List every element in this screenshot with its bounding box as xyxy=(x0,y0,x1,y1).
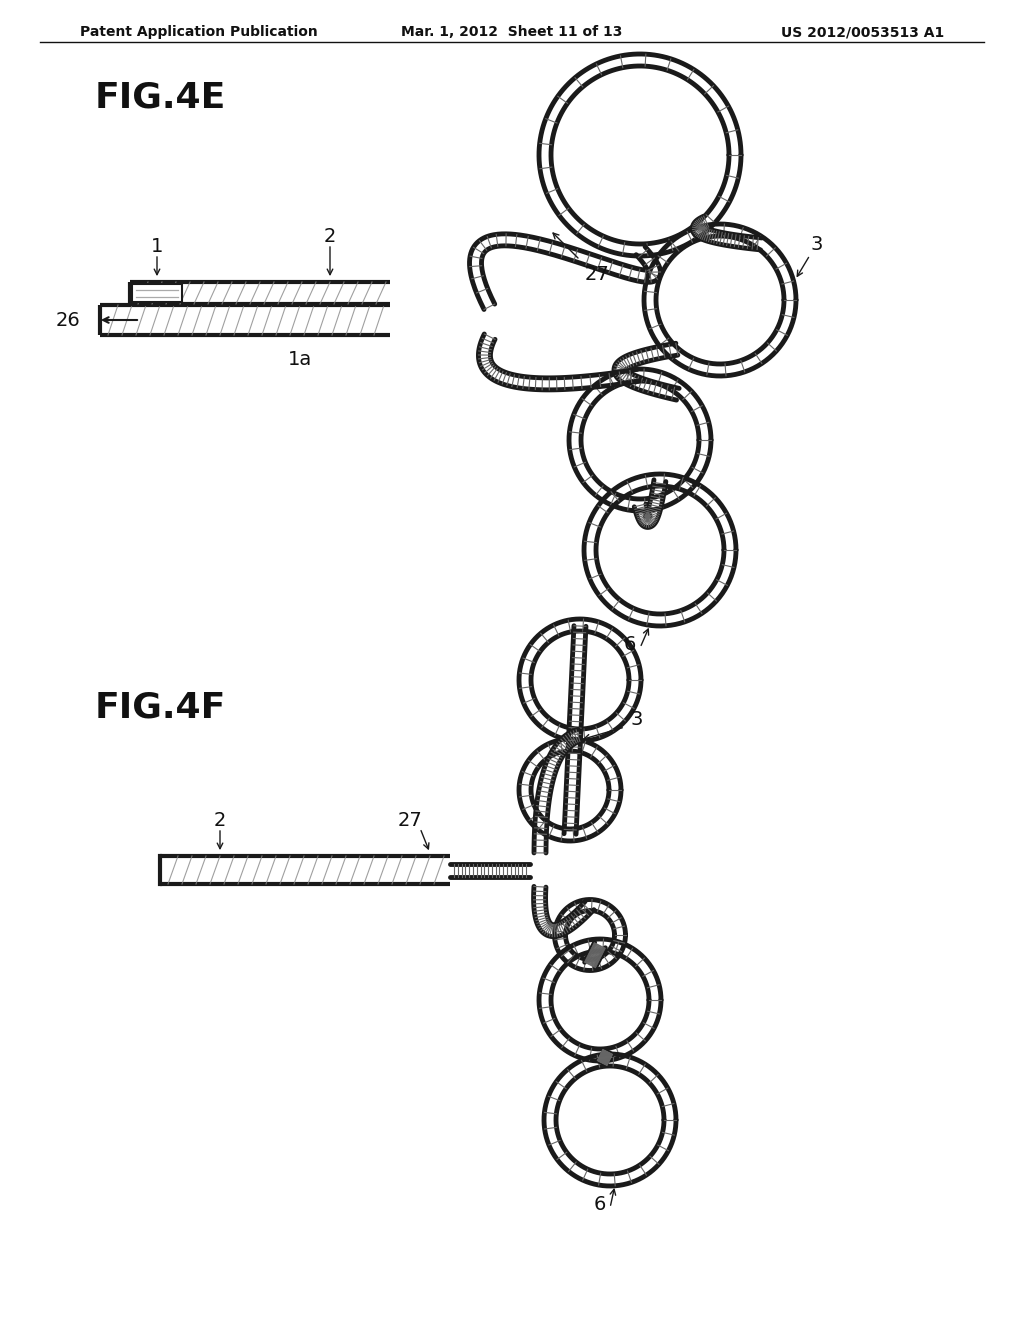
Text: 6: 6 xyxy=(594,1195,606,1214)
Text: FIG.4E: FIG.4E xyxy=(95,81,226,114)
Text: 1a: 1a xyxy=(288,350,312,370)
Bar xyxy=(132,284,182,302)
Text: 3: 3 xyxy=(810,235,822,253)
Text: 1: 1 xyxy=(151,238,163,256)
Text: Patent Application Publication: Patent Application Publication xyxy=(80,25,317,40)
Text: 27: 27 xyxy=(397,810,422,830)
Text: 2: 2 xyxy=(324,227,336,246)
Text: FIG.4F: FIG.4F xyxy=(95,690,226,723)
Text: US 2012/0053513 A1: US 2012/0053513 A1 xyxy=(780,25,944,40)
Text: 27: 27 xyxy=(585,265,609,284)
Text: 3: 3 xyxy=(630,710,642,729)
Text: Mar. 1, 2012  Sheet 11 of 13: Mar. 1, 2012 Sheet 11 of 13 xyxy=(401,25,623,40)
Text: 6: 6 xyxy=(624,635,636,653)
Text: 2: 2 xyxy=(214,810,226,830)
Text: 26: 26 xyxy=(55,310,80,330)
